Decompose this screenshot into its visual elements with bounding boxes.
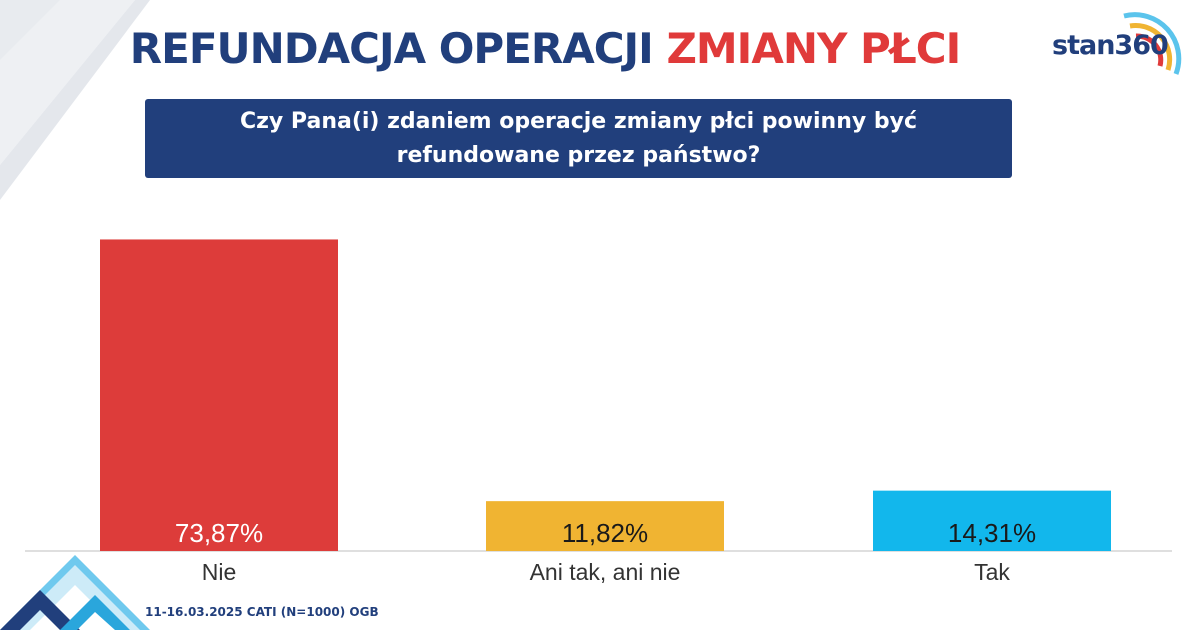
bar-2 bbox=[873, 490, 1111, 551]
question-line-1: Czy Pana(i) zdaniem operacje zmiany płci… bbox=[239, 108, 917, 134]
bar-value-label-0: 73,87% bbox=[175, 518, 263, 548]
title-highlight: ZMIANY PŁCI bbox=[666, 24, 961, 73]
bar-value-label-1: 11,82% bbox=[562, 518, 648, 548]
title-main: REFUNDACJA OPERACJI bbox=[129, 24, 654, 73]
bar-0 bbox=[100, 239, 338, 551]
survey-footnote: 11-16.03.2025 CATI (N=1000) OGB bbox=[145, 605, 379, 619]
category-label-0: Nie bbox=[202, 559, 237, 585]
category-label-1: Ani tak, ani nie bbox=[530, 559, 681, 585]
stan360-logo-arcs bbox=[1123, 12, 1182, 75]
question-line-2: refundowane przez państwo? bbox=[396, 142, 761, 168]
page-title: REFUNDACJA OPERACJI ZMIANY PŁCI bbox=[0, 24, 1090, 73]
category-label-2: Tak bbox=[974, 559, 1010, 585]
question-box: Czy Pana(i) zdaniem operacje zmiany płci… bbox=[145, 99, 1012, 178]
bar-value-label-2: 14,31% bbox=[948, 518, 1036, 548]
logo-text: stan360 bbox=[1052, 30, 1169, 61]
bar-1 bbox=[486, 501, 724, 551]
